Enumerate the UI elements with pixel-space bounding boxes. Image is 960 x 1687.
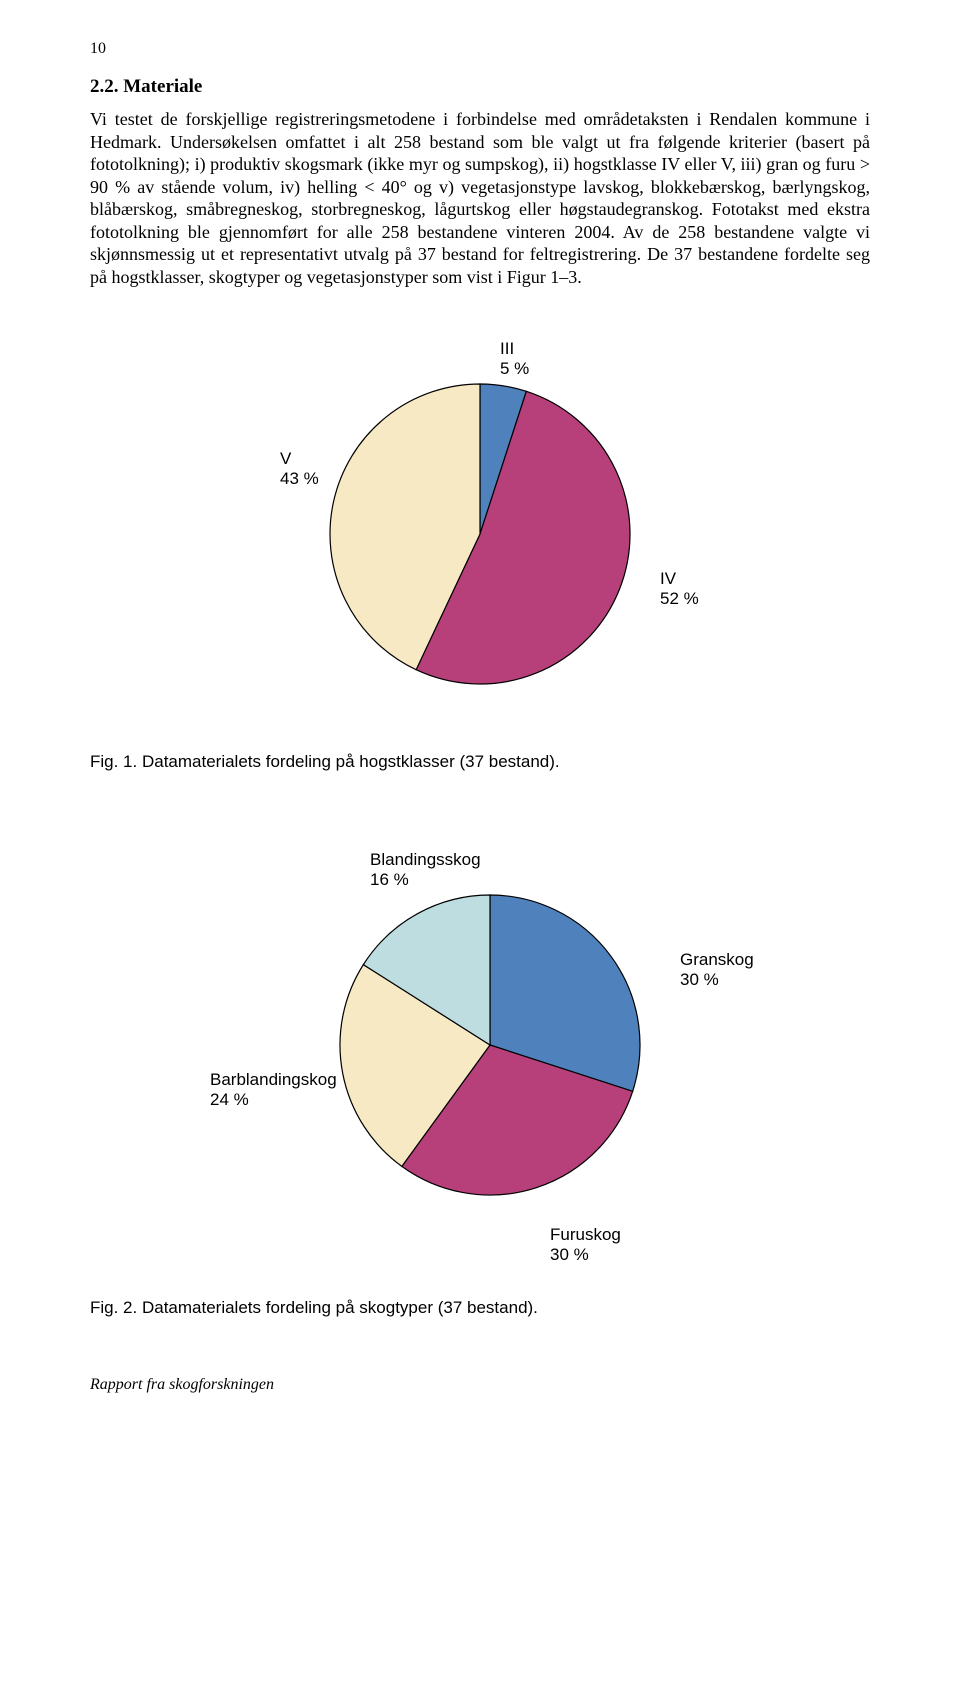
- pie-slice-percent: 24 %: [210, 1090, 249, 1109]
- pie-slice-percent: 5 %: [500, 359, 529, 378]
- pie-slice-percent: 43 %: [280, 469, 319, 488]
- figure-2-caption: Fig. 2. Datamaterialets fordeling på sko…: [90, 1298, 870, 1318]
- report-footer: Rapport fra skogforskningen: [90, 1376, 870, 1394]
- pie-slice-label: IV: [660, 569, 677, 588]
- pie-slice-label: Granskog: [680, 950, 754, 969]
- figure-1-caption: Fig. 1. Datamaterialets fordeling på hog…: [90, 752, 870, 772]
- pie-slice-label: III: [500, 339, 514, 358]
- pie-slice-percent: 30 %: [680, 970, 719, 989]
- section-heading: 2.2. Materiale: [90, 76, 870, 98]
- pie-chart-2: Granskog30 %Furuskog30 %Barblandingskog2…: [90, 830, 870, 1280]
- body-paragraph: Vi testet de forskjellige registreringsm…: [90, 108, 870, 288]
- pie-slice-percent: 52 %: [660, 589, 699, 608]
- pie-slice-label: Furuskog: [550, 1225, 621, 1244]
- page-number: 10: [90, 40, 870, 58]
- pie-slice-label: V: [280, 449, 292, 468]
- pie-chart-1: III5 % IV52 % V43 %: [90, 324, 870, 734]
- pie-slice-percent: 16 %: [370, 870, 409, 889]
- pie-slice-percent: 30 %: [550, 1245, 589, 1264]
- pie-slice-label: Blandingsskog: [370, 850, 481, 869]
- pie-slice-label: Barblandingskog: [210, 1070, 337, 1089]
